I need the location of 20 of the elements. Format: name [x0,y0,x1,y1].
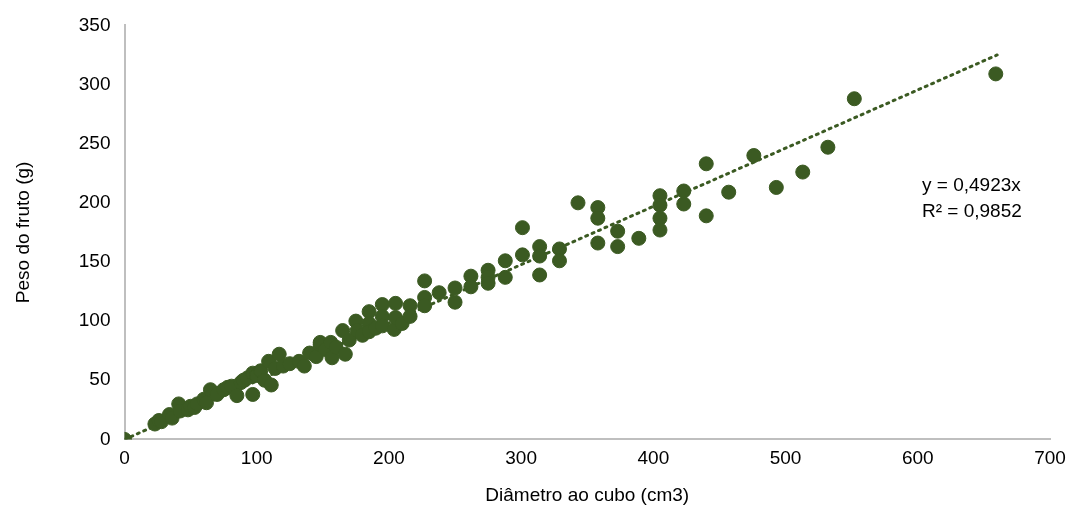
x-tick-label: 500 [769,447,802,469]
annotation: R² = 0,9852 [922,199,1022,221]
y-tick-label: 350 [78,13,111,35]
x-tick-label: 600 [901,447,934,469]
y-tick-label: 50 [89,368,111,390]
x-tick-label: 400 [637,447,670,469]
y-axis-title: Peso do fruto (g) [11,161,33,304]
x-tick-label: 100 [240,447,273,469]
y-tick-label: 300 [78,72,111,94]
y-tick-label: 0 [99,427,111,449]
x-tick-label: 300 [505,447,537,469]
annotation: y = 0,4923x [922,173,1022,195]
x-tick-label: 200 [373,447,405,469]
x-tick-label: 0 [119,447,130,469]
x-axis-title: Diâmetro ao cubo (cm3) [485,483,690,505]
y-tick-label: 150 [78,250,111,272]
y-tick-label: 100 [78,309,111,331]
y-tick-label: 200 [78,191,111,213]
y-tick-label: 250 [78,131,111,153]
x-tick-label: 700 [1034,447,1066,469]
